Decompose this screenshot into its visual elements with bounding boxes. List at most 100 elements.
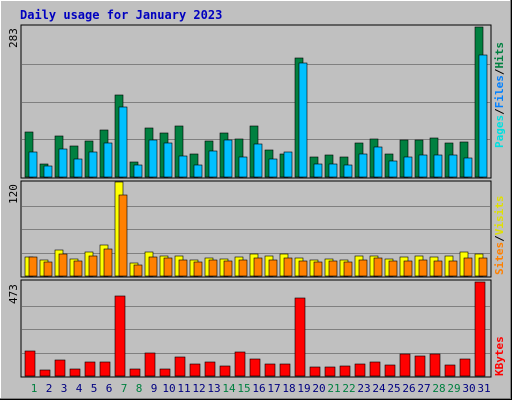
sites-bar [193, 261, 203, 277]
files-bar [268, 158, 278, 178]
sites-bar [28, 256, 38, 277]
kbytes-bar [279, 363, 291, 377]
sites-bar [448, 260, 458, 277]
day-label: 20 [312, 382, 325, 395]
files-bar [463, 157, 473, 178]
day-label: 14 [222, 382, 236, 395]
sites-bar [73, 260, 83, 277]
files-bar [313, 163, 323, 178]
files-bar [433, 154, 443, 178]
day-label: 22 [342, 382, 355, 395]
kbytes-bar [114, 295, 126, 377]
day-label: 9 [151, 382, 158, 395]
kbytes-bar [54, 359, 66, 377]
day-label: 31 [477, 382, 490, 395]
files-bar [343, 164, 353, 178]
sites-bar [313, 261, 323, 277]
sites-bar [253, 257, 263, 277]
sites-bar [223, 260, 233, 277]
kbytes-bar [99, 361, 111, 377]
kbytes-ymax-label: 473 [7, 284, 20, 304]
day-label: 4 [76, 382, 83, 395]
kbytes-bar [264, 363, 276, 377]
sites-bar [88, 255, 98, 277]
visits-panel: 120 Sites/Visits [7, 180, 506, 278]
kbytes-bar [384, 364, 396, 377]
files-bar [73, 158, 83, 178]
files-bar [43, 165, 53, 178]
day-label: 11 [177, 382, 190, 395]
sites-bar [463, 257, 473, 277]
legend-visits: Visits [493, 196, 506, 236]
kbytes-bar [189, 363, 201, 377]
visits-bars [24, 181, 488, 277]
kbytes-bar [369, 361, 381, 377]
kbytes-bar [249, 358, 261, 377]
kbytes-bar [444, 364, 456, 377]
files-bar [373, 146, 383, 178]
legend-hits: Hits [493, 42, 506, 69]
legend-slash-1: / [493, 108, 506, 115]
files-bar [178, 155, 188, 178]
kbytes-bar [69, 368, 81, 377]
files-bar [298, 62, 308, 178]
day-label: 10 [162, 382, 175, 395]
day-label: 16 [252, 382, 265, 395]
sites-bar [208, 259, 218, 277]
files-bar [163, 142, 173, 178]
kbytes-bar [294, 297, 306, 377]
day-label: 13 [207, 382, 220, 395]
sites-bar [298, 260, 308, 277]
chart-title: Daily usage for January 2023 [20, 8, 222, 22]
files-bar [418, 154, 428, 178]
day-label: 17 [267, 382, 280, 395]
kbytes-bar [474, 281, 486, 377]
kbytes-bar [84, 361, 96, 377]
sites-bar [418, 259, 428, 277]
sites-bar [163, 257, 173, 277]
kbytes-bar [204, 361, 216, 377]
kbytes-bars [24, 281, 486, 377]
day-label: 27 [417, 382, 430, 395]
files-bar [193, 164, 203, 178]
day-label: 8 [136, 382, 143, 395]
day-label: 2 [46, 382, 53, 395]
kbytes-bar [24, 350, 36, 377]
day-label: 23 [357, 382, 370, 395]
files-bar [358, 153, 368, 178]
kbytes-bar [324, 366, 336, 377]
files-bar [283, 151, 293, 178]
kbytes-bar [414, 355, 426, 377]
legend-files: Files [493, 75, 506, 108]
day-label: 30 [462, 382, 475, 395]
kbytes-bar [339, 365, 351, 377]
sites-bar [433, 260, 443, 277]
files-bar [58, 148, 68, 178]
sites-bar [43, 261, 53, 277]
hits-bars [24, 26, 488, 178]
sites-bar [178, 259, 188, 277]
day-label: 26 [402, 382, 415, 395]
kbytes-bar [39, 369, 51, 377]
kbytes-legend: KBytes [493, 336, 506, 376]
day-label: 1 [31, 382, 38, 395]
day-label: 21 [327, 382, 340, 395]
sites-bar [58, 253, 68, 277]
kbytes-bar [159, 368, 171, 377]
files-bar [253, 143, 263, 178]
files-bar [388, 160, 398, 178]
files-bar [88, 151, 98, 178]
day-label: 15 [237, 382, 250, 395]
sites-bar [403, 260, 413, 277]
sites-bar [118, 194, 128, 277]
sites-bar [268, 259, 278, 277]
files-bar [478, 54, 488, 178]
sites-bar [103, 248, 113, 277]
sites-bar [328, 260, 338, 277]
hits-ymax-label: 283 [7, 28, 20, 48]
files-bar [403, 156, 413, 178]
sites-bar [133, 264, 143, 277]
day-label: 19 [297, 382, 310, 395]
kbytes-bar [399, 353, 411, 377]
